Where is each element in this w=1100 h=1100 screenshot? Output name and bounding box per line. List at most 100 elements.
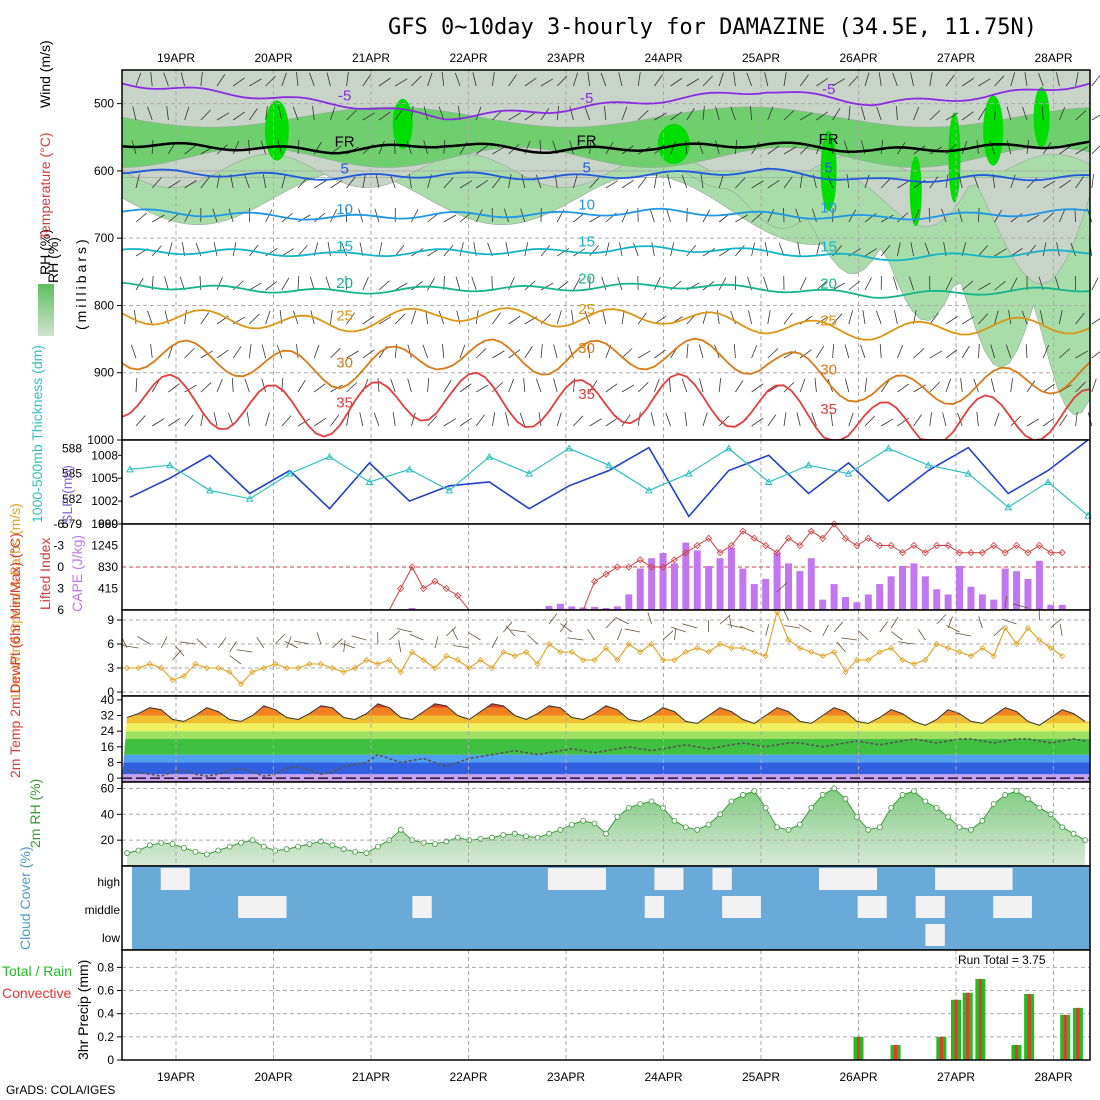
isotherm-label: 15	[820, 238, 837, 255]
rh2m-panel: 60 40 20 2m RH (%)	[27, 779, 1091, 867]
wind-barb	[556, 412, 562, 427]
wind10m-barb	[196, 638, 208, 649]
wind-barb	[184, 347, 195, 359]
cape-li-panel: 1660 1245 830 415 -6 -3 0 3 6 Lifted Index CAPE …	[37, 517, 1091, 617]
cloud-gap	[547, 868, 606, 890]
cape-bar	[807, 558, 815, 610]
wind-barb	[764, 242, 769, 257]
wind10m-barb	[740, 625, 755, 633]
bottom-date-label: 19APR	[157, 1070, 195, 1084]
li-point	[990, 541, 998, 550]
wind-barb	[232, 280, 244, 291]
li-point	[670, 556, 678, 564]
wind10m-point	[545, 640, 553, 648]
thickness-point	[605, 461, 613, 469]
wind-barb	[1075, 72, 1079, 87]
wind10m-barb	[548, 613, 558, 625]
wind-barb	[994, 75, 1005, 87]
wind-barb	[521, 174, 526, 189]
thickness-point	[205, 486, 214, 494]
wind-barb	[508, 174, 512, 189]
wind-barb	[1075, 350, 1088, 359]
wind-barb	[297, 275, 300, 291]
rh2m-point	[888, 804, 895, 811]
cape-bar	[693, 550, 701, 610]
wind-barb	[406, 140, 412, 155]
wind-barb	[508, 74, 518, 87]
rh2m-point	[774, 824, 780, 831]
wind10m-barb	[647, 612, 653, 625]
wind10m-point	[192, 660, 199, 668]
wind-barb	[832, 78, 845, 87]
wind-barb	[184, 384, 197, 393]
wind10m-point	[237, 680, 245, 688]
y-tick-label: 24	[101, 724, 115, 738]
wind-barb	[605, 242, 610, 257]
wind-barb	[313, 417, 327, 427]
wind-barb	[961, 316, 975, 325]
precip-conv-bar	[1063, 1014, 1067, 1060]
wind-barb	[864, 213, 877, 223]
bottom-date-label: 23APR	[547, 1070, 585, 1084]
li-point	[864, 534, 872, 542]
temp-ramp-band	[122, 762, 1090, 775]
wind-barb	[945, 315, 958, 325]
cape-bar	[602, 607, 610, 610]
wind-barb	[718, 415, 730, 427]
wind10m-point	[637, 648, 644, 656]
rh2m-point	[523, 833, 530, 840]
precip-conv-bar	[1027, 994, 1031, 1060]
y-tick-label: 0.6	[97, 984, 114, 998]
isotherm-label: FR	[577, 133, 597, 150]
cape-bar	[1024, 578, 1032, 610]
wind-barb	[459, 180, 473, 189]
wind-barb	[216, 74, 226, 87]
rh2m-point	[511, 830, 518, 837]
isotherm-label: -5	[338, 88, 351, 105]
cape-bar	[1001, 568, 1009, 610]
wind-barb	[1075, 146, 1088, 155]
rh2m-point	[534, 834, 541, 841]
wind-barb	[751, 212, 763, 223]
wind10m-barb	[293, 640, 310, 645]
wind-barb	[584, 106, 590, 121]
wind10m-barb	[505, 625, 516, 637]
li-ylabel: Lifted Index	[37, 538, 53, 610]
wind-barb	[492, 176, 502, 189]
cape-bar	[933, 589, 941, 610]
wind10m-barb	[890, 631, 903, 641]
wind-barb	[654, 74, 663, 87]
wind-barb	[184, 414, 194, 427]
wind10m-barb	[955, 632, 972, 637]
wind10m-point	[500, 648, 507, 656]
li-point	[613, 563, 621, 571]
wind10m-point	[796, 644, 803, 652]
wind-barb	[134, 310, 137, 325]
wind-barb	[1026, 214, 1040, 223]
y-tick-label: 500	[94, 97, 114, 111]
wind10m-axis: 9 6 3 0	[107, 613, 122, 699]
wind-barb	[327, 242, 331, 257]
wind10m-barb	[836, 641, 846, 653]
wind-barb	[702, 75, 713, 87]
wind-barb	[816, 77, 829, 87]
rh2m-point	[135, 847, 142, 854]
wind-barb	[1041, 106, 1044, 121]
precip-conv-bar	[894, 1044, 898, 1060]
wind10m-point	[888, 644, 895, 652]
cloud-ylabel: Cloud Cover (%)	[17, 847, 33, 950]
wind-barb	[297, 214, 311, 223]
wind-barb	[814, 378, 817, 393]
cape-bar	[819, 599, 827, 610]
wind10m-barb	[396, 628, 413, 633]
rh2m-point	[956, 824, 963, 831]
wind10m-point	[808, 648, 815, 656]
wind10m-point	[648, 640, 655, 648]
wind-barb	[475, 347, 487, 359]
wind-barb	[864, 378, 868, 393]
wind10m-point	[1036, 636, 1043, 644]
wind-barb	[1059, 414, 1068, 427]
cape-bar	[956, 565, 964, 610]
wind10m-point	[226, 668, 233, 676]
rh2m-point	[489, 834, 495, 841]
